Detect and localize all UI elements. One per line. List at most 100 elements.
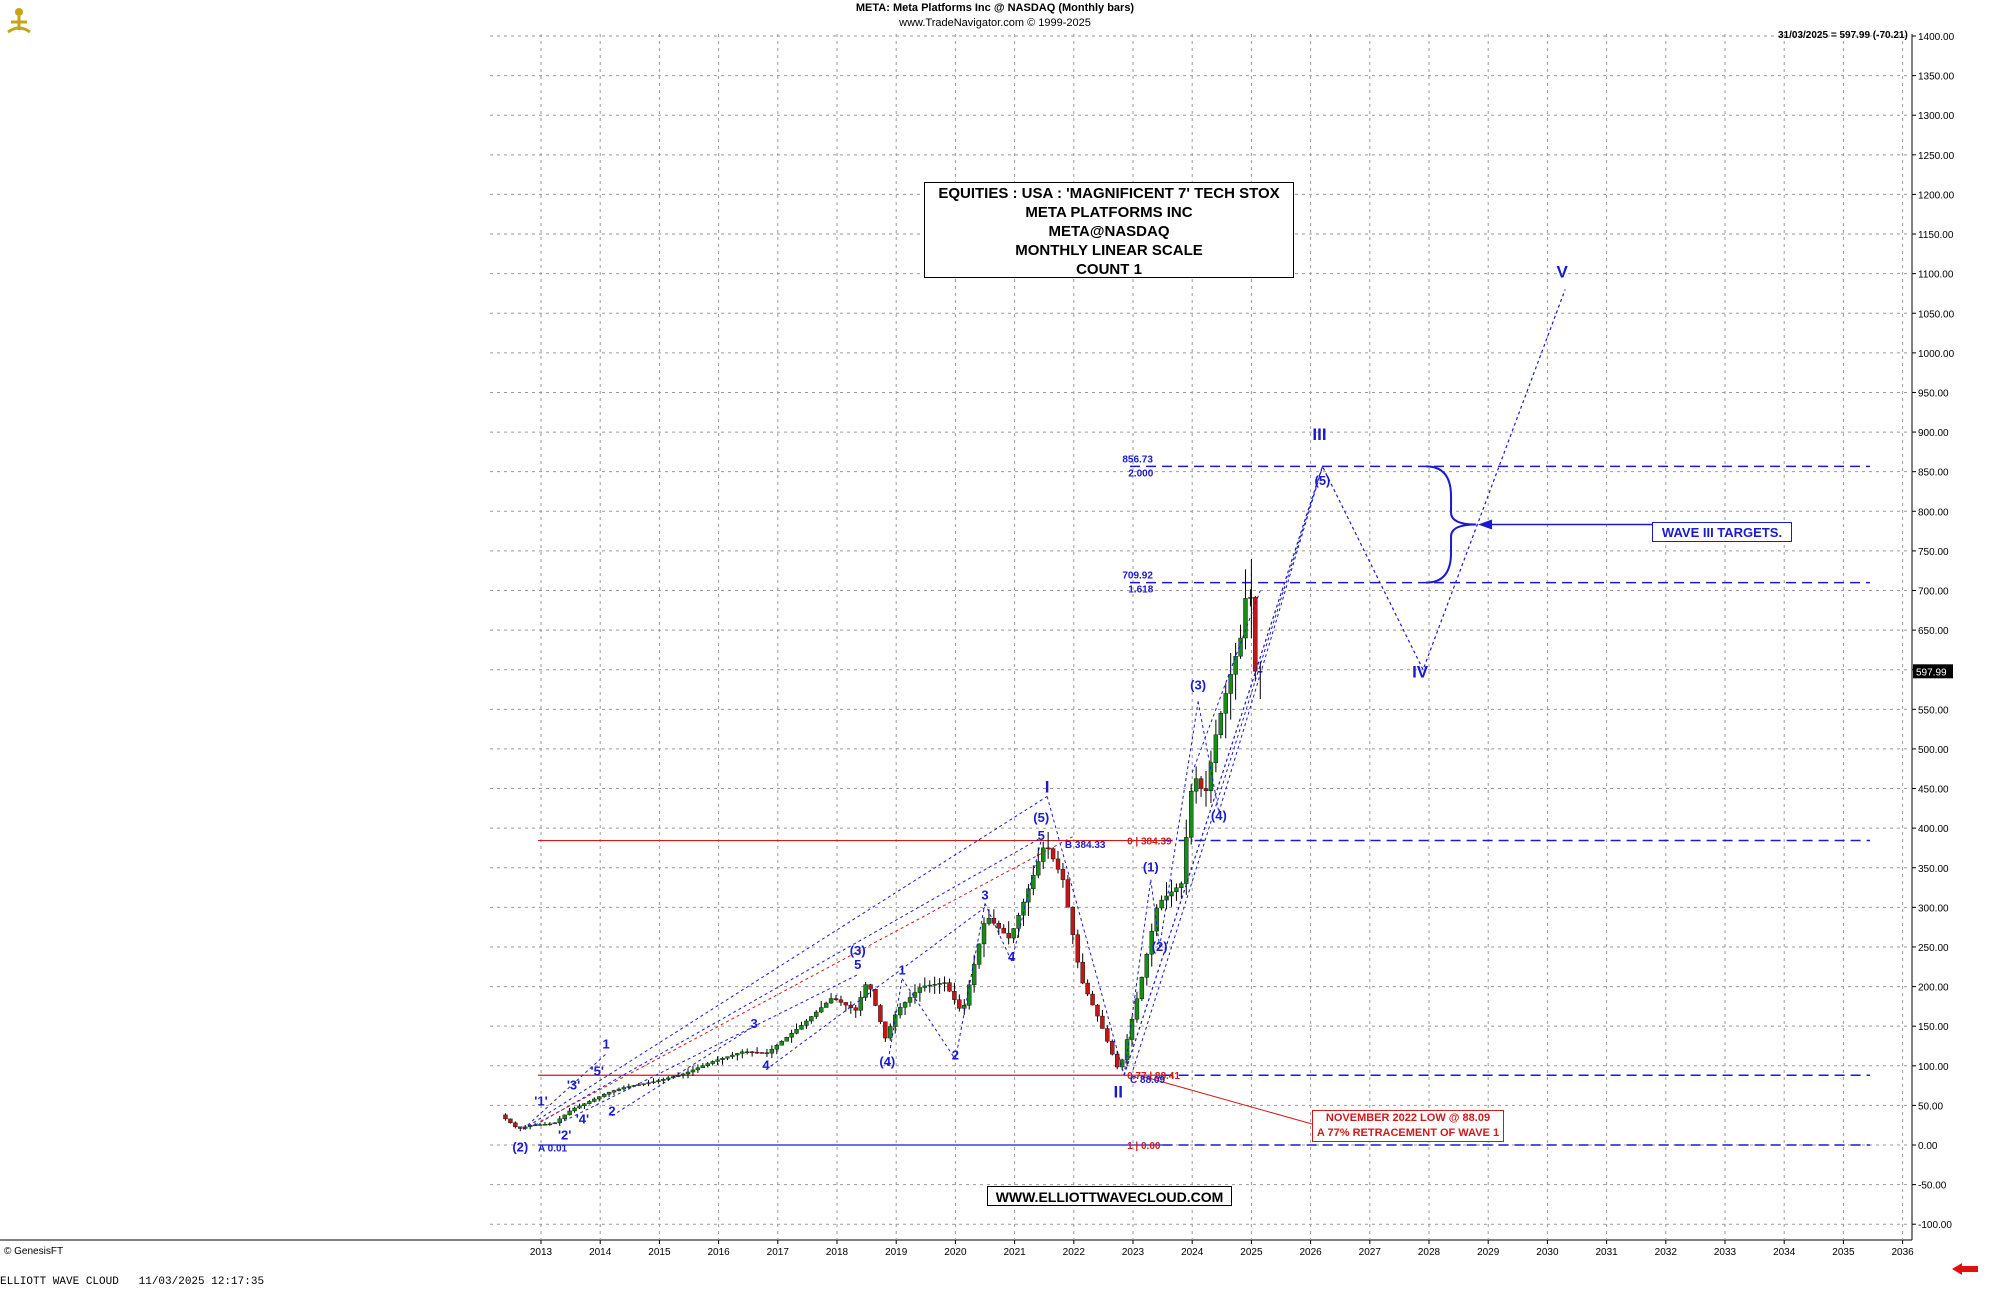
- price-bar-body: [1213, 734, 1219, 763]
- price-bar-body: [745, 1051, 750, 1053]
- wave-label: 3: [751, 1016, 758, 1031]
- price-bar-body: [1159, 899, 1164, 909]
- wave-label: 5: [1038, 828, 1045, 843]
- price-bar-body: [1110, 1041, 1115, 1055]
- price-bar-body: [794, 1029, 799, 1034]
- price-bar-body: [868, 984, 873, 990]
- wave-label: V: [1557, 263, 1569, 282]
- wave-trendline: [1011, 839, 1042, 962]
- y-tick-label: 1050.00: [1918, 309, 1955, 320]
- x-tick-label: 2034: [1773, 1247, 1796, 1258]
- y-tick-label: -50.00: [1918, 1181, 1947, 1192]
- website-box: WWW.ELLIOTTWAVECLOUD.COM: [987, 1186, 1232, 1206]
- price-bar-body: [616, 1088, 622, 1091]
- wave-trendline: [1197, 701, 1220, 813]
- price-bar-body: [735, 1053, 740, 1056]
- price-bar-body: [957, 999, 962, 1009]
- price-bar-body: [720, 1057, 725, 1060]
- low-note-line: NOVEMBER 2022 LOW @ 88.09: [1325, 1112, 1491, 1124]
- price-bar-body: [562, 1114, 567, 1120]
- price-bar-body: [592, 1098, 597, 1102]
- x-tick-label: 2030: [1536, 1247, 1559, 1258]
- y-tick-label: 400.00: [1918, 824, 1949, 835]
- price-bar-body: [547, 1123, 553, 1126]
- wave-trendline: [1191, 590, 1261, 773]
- target-line-ratio: 2.000: [1128, 468, 1153, 479]
- price-bar-body: [1193, 778, 1199, 792]
- price-bar-body: [1105, 1028, 1110, 1042]
- price-bar-body: [1055, 858, 1061, 870]
- price-bar-body: [572, 1107, 577, 1112]
- price-bar-body: [661, 1079, 666, 1081]
- price-bar-body: [730, 1054, 735, 1057]
- price-bar-body: [1238, 637, 1243, 657]
- wave-label: II: [1113, 1082, 1122, 1101]
- price-bar-body: [690, 1069, 696, 1073]
- price-bar-body: [700, 1065, 706, 1068]
- wave-trendline: [1150, 879, 1161, 948]
- price-bar-body: [779, 1041, 784, 1046]
- price-bar-body: [705, 1063, 710, 1066]
- price-bar-body: [1115, 1053, 1120, 1068]
- price-bar-body: [1208, 762, 1214, 792]
- price-bar-body: [695, 1067, 701, 1071]
- wave-label: (4): [1211, 808, 1227, 823]
- price-bar-body: [1154, 907, 1159, 932]
- scroll-left-arrow-icon[interactable]: [1950, 1262, 1980, 1276]
- y-tick-label: 750.00: [1918, 547, 1949, 558]
- x-tick-label: 2033: [1714, 1247, 1737, 1258]
- last-quote: 31/03/2025 = 597.99 (-70.21): [1778, 30, 1908, 41]
- price-bar-body: [1021, 901, 1026, 916]
- wave-trendline: [522, 796, 1048, 1130]
- y-tick-label: 1300.00: [1918, 111, 1955, 122]
- target-brace: [1426, 465, 1477, 584]
- price-bar-body: [828, 998, 834, 1004]
- point-label: A 0.01: [538, 1143, 568, 1154]
- price-bar-body: [1041, 847, 1046, 862]
- price-bar-body: [947, 982, 952, 992]
- wave-label: 1: [899, 963, 906, 978]
- price-bar-body: [577, 1105, 582, 1109]
- price-bar-body: [1036, 861, 1041, 876]
- price-bar-body: [784, 1037, 789, 1042]
- price-bar-body: [1050, 848, 1056, 860]
- wave-label: (3): [850, 943, 866, 958]
- price-bar-body: [952, 990, 957, 1000]
- price-bar-body: [942, 982, 947, 984]
- price-bar-body: [1070, 906, 1076, 935]
- wave-trendline: [984, 903, 1013, 962]
- price-bar-body: [1085, 982, 1090, 995]
- y-tick-label: 800.00: [1918, 507, 1949, 518]
- price-bar-body: [883, 1021, 888, 1039]
- genesis-logo-icon[interactable]: [2, 2, 36, 36]
- price-bar-body: [582, 1103, 587, 1107]
- target-arrow-head: [1478, 519, 1493, 530]
- projection-path: [1123, 289, 1566, 1076]
- x-tick-label: 2013: [530, 1247, 553, 1258]
- price-bar-body: [1119, 1059, 1125, 1068]
- copyright: © GenesisFT: [4, 1246, 64, 1257]
- x-tick-label: 2019: [885, 1247, 908, 1258]
- y-tick-label: 550.00: [1918, 705, 1949, 716]
- price-bar-body: [759, 1052, 765, 1054]
- price-bar-body: [1203, 788, 1209, 792]
- y-tick-label: 1250.00: [1918, 151, 1955, 162]
- y-tick-label: 100.00: [1918, 1062, 1949, 1073]
- wave-trendline: [901, 978, 956, 1060]
- point-label: C 88.09: [1130, 1075, 1165, 1086]
- price-bar-body: [1075, 934, 1080, 963]
- wave-label: '1': [534, 1093, 547, 1108]
- x-tick-label: 2016: [707, 1247, 730, 1258]
- wave-label: (2): [512, 1139, 528, 1154]
- price-bar-body: [749, 1051, 755, 1053]
- price-bar-body: [1189, 790, 1194, 838]
- price-bar-body: [587, 1101, 592, 1104]
- price-bar-body: [769, 1048, 775, 1054]
- wave-label: 4: [762, 1058, 770, 1073]
- y-tick-label: 650.00: [1918, 626, 1949, 637]
- price-bar-body: [666, 1077, 671, 1080]
- price-bar-body: [853, 1007, 858, 1011]
- price-bar-body: [986, 918, 992, 924]
- price-bar-body: [651, 1081, 656, 1084]
- wave-trendline: [1123, 879, 1152, 1076]
